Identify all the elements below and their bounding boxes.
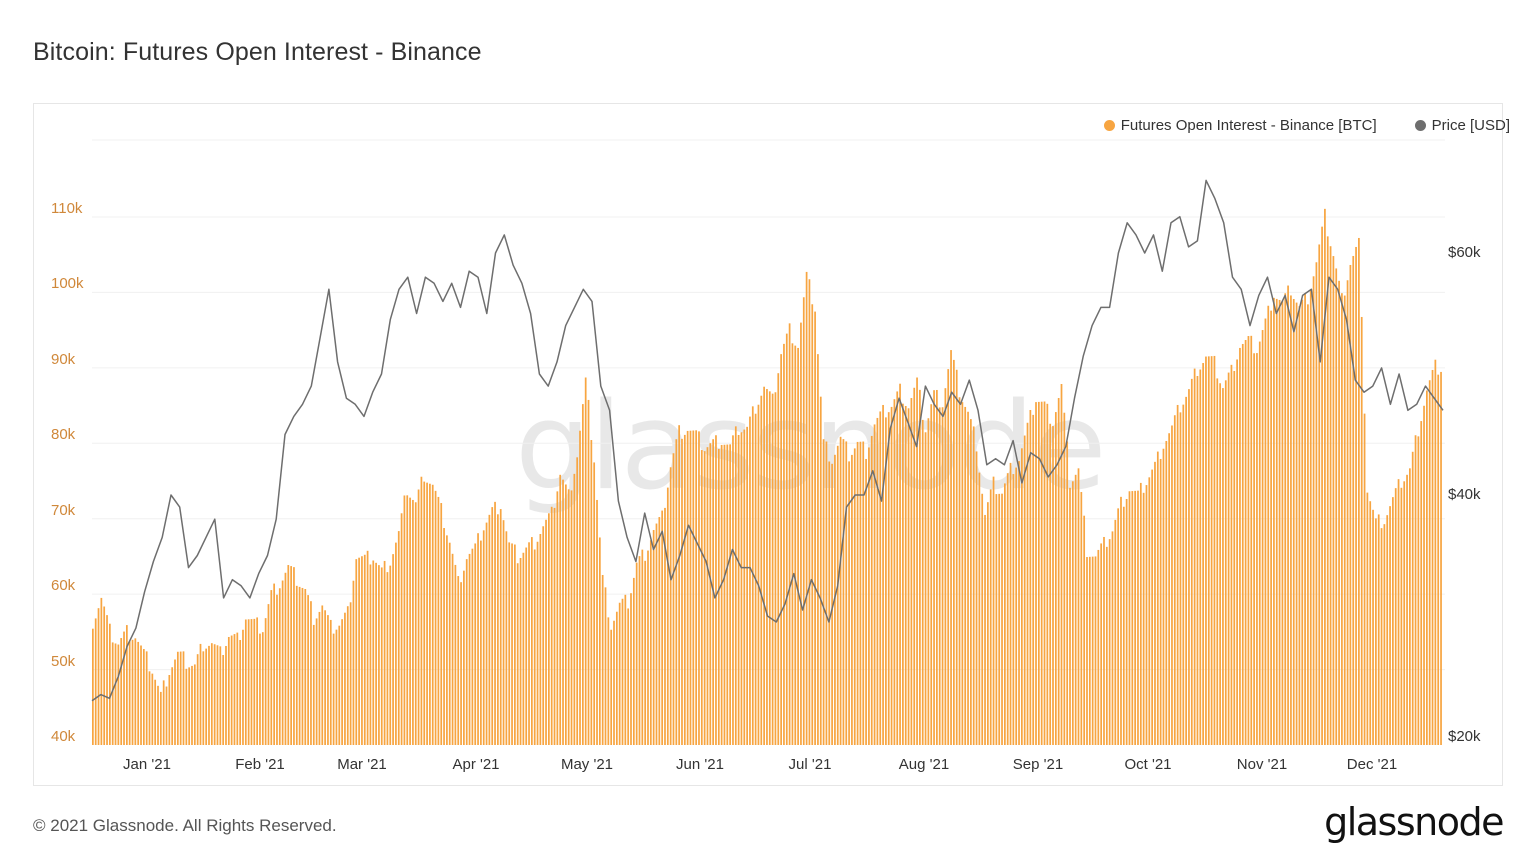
right-axis-tick: $40k [1448, 486, 1481, 503]
chart-legend: Futures Open Interest - Binance [BTC] Pr… [1103, 117, 1510, 134]
left-axis-tick: 80k [51, 426, 76, 443]
left-axis-tick: 110k [51, 200, 83, 217]
legend-item-open-interest[interactable]: Futures Open Interest - Binance [BTC] [1103, 117, 1377, 134]
left-axis-tick: 40k [51, 728, 76, 745]
right-axis-tick: $60k [1448, 244, 1481, 261]
x-axis-tick: Nov '21 [1236, 756, 1288, 773]
glassnode-logo: glassnode [1324, 800, 1504, 844]
page-title: Bitcoin: Futures Open Interest - Binance [33, 38, 482, 66]
gray-dot-icon [1414, 120, 1426, 131]
left-axis-tick: 70k [51, 502, 76, 519]
legend-label: Futures Open Interest - Binance [BTC] [1120, 117, 1377, 134]
x-axis-tick: Jan '21 [123, 756, 171, 773]
left-axis-tick: 90k [51, 351, 76, 368]
right-axis-tick: $20k [1448, 728, 1481, 745]
legend-item-price[interactable]: Price [USD] [1414, 117, 1510, 134]
left-axis-tick: 50k [51, 653, 76, 670]
x-axis-tick: Sep '21 [1012, 756, 1064, 773]
price-line [91, 179, 1444, 702]
open-interest-bars [92, 208, 1442, 746]
x-axis-tick: Jul '21 [788, 756, 832, 773]
x-axis-tick: Oct '21 [1124, 756, 1172, 773]
x-axis-tick: Aug '21 [898, 756, 950, 773]
x-axis-tick: Feb '21 [235, 756, 285, 773]
x-axis-tick: Mar '21 [337, 756, 387, 773]
x-axis-tick: Dec '21 [1346, 756, 1398, 773]
left-axis-tick: 60k [51, 577, 76, 594]
left-axis-tick: 100k [51, 275, 84, 292]
x-axis-tick: May '21 [560, 756, 614, 773]
x-axis-tick: Apr '21 [452, 756, 500, 773]
x-axis-tick: Jun '21 [676, 756, 724, 773]
copyright-text: © 2021 Glassnode. All Rights Reserved. [33, 816, 337, 835]
orange-dot-icon [1103, 120, 1115, 131]
legend-label: Price [USD] [1431, 117, 1510, 134]
